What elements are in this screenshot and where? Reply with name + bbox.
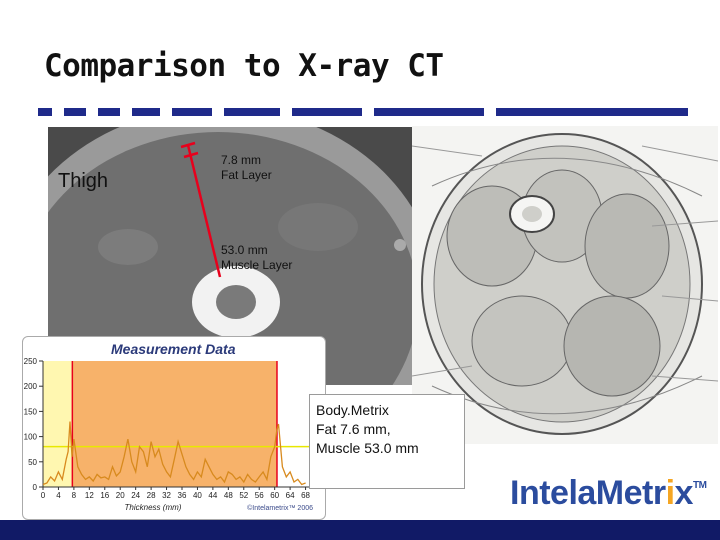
measurement-data-chart: Measurement Data 250 200 150 100 50 0 0 4 8 12 16 2…	[22, 336, 326, 520]
x-tick-label: 40	[193, 491, 202, 500]
logo-text-main: IntelaMetr	[510, 474, 666, 512]
measurement-chart-title: Measurement Data	[111, 341, 236, 357]
body-metrix-title: Body.Metrix	[316, 402, 389, 418]
muscle-layer-label: 53.0 mm Muscle Layer	[221, 243, 292, 273]
y-tick-label: 100	[24, 433, 38, 442]
y-tick-label: 250	[24, 357, 38, 366]
x-tick-label: 56	[255, 491, 264, 500]
x-tick-label: 20	[116, 491, 125, 500]
thigh-label: Thigh	[58, 170, 109, 192]
region-fat	[43, 361, 73, 487]
ct-scan-image	[48, 127, 412, 385]
region-muscle	[72, 361, 277, 487]
y-tick-label: 150	[24, 407, 38, 416]
y-tick-label: 0	[33, 483, 38, 492]
muscle-layer-value: 53.0 mm	[221, 243, 268, 257]
y-tick-label: 200	[24, 382, 38, 391]
fat-layer-text: Fat Layer	[221, 168, 272, 182]
x-tick-label: 44	[208, 491, 217, 500]
x-tick-label: 0	[41, 491, 46, 500]
fat-layer-value: 7.8 mm	[221, 153, 262, 167]
x-tick-label: 36	[178, 491, 187, 500]
body-metrix-results-box: Body.Metrix Fat 7.6 mm, Muscle 53.0 mm	[309, 394, 465, 489]
x-tick-label: 12	[85, 491, 94, 500]
signal-series-line	[42, 421, 306, 486]
x-tick-label: 28	[147, 491, 156, 500]
x-tick-label: 68	[301, 491, 310, 500]
logo-trademark: TM	[692, 480, 707, 491]
intelametrix-logo: IntelaMetrixTM	[510, 474, 707, 513]
x-tick-label: 24	[131, 491, 140, 500]
body-metrix-muscle: Muscle 53.0 mm	[316, 440, 419, 456]
title-underline-dashes	[38, 108, 688, 116]
x-tick-label: 64	[286, 491, 295, 500]
logo-text-end: x	[674, 474, 694, 512]
muscle-layer-text: Muscle Layer	[221, 258, 293, 272]
slide-title: Comparison to X-ray CT	[44, 48, 444, 84]
x-tick-label: 16	[100, 491, 109, 500]
x-axis-label: Thickness (mm)	[125, 503, 182, 512]
x-tick-label: 52	[239, 491, 248, 500]
x-tick-label: 8	[72, 491, 77, 500]
chart-copyright: ©Intelametrix™ 2006	[247, 504, 313, 512]
body-metrix-fat: Fat 7.6 mm,	[316, 421, 391, 437]
logo-text-accent: i	[665, 474, 675, 512]
footer-bar	[0, 520, 720, 540]
y-tick-label: 50	[28, 458, 37, 467]
anatomical-cross-section-illustration	[412, 126, 718, 444]
x-tick-label: 4	[56, 491, 61, 500]
x-tick-label: 48	[224, 491, 233, 500]
x-tick-label: 32	[162, 491, 171, 500]
x-tick-label: 60	[270, 491, 279, 500]
fat-layer-label: 7.8 mm Fat Layer	[221, 153, 272, 183]
